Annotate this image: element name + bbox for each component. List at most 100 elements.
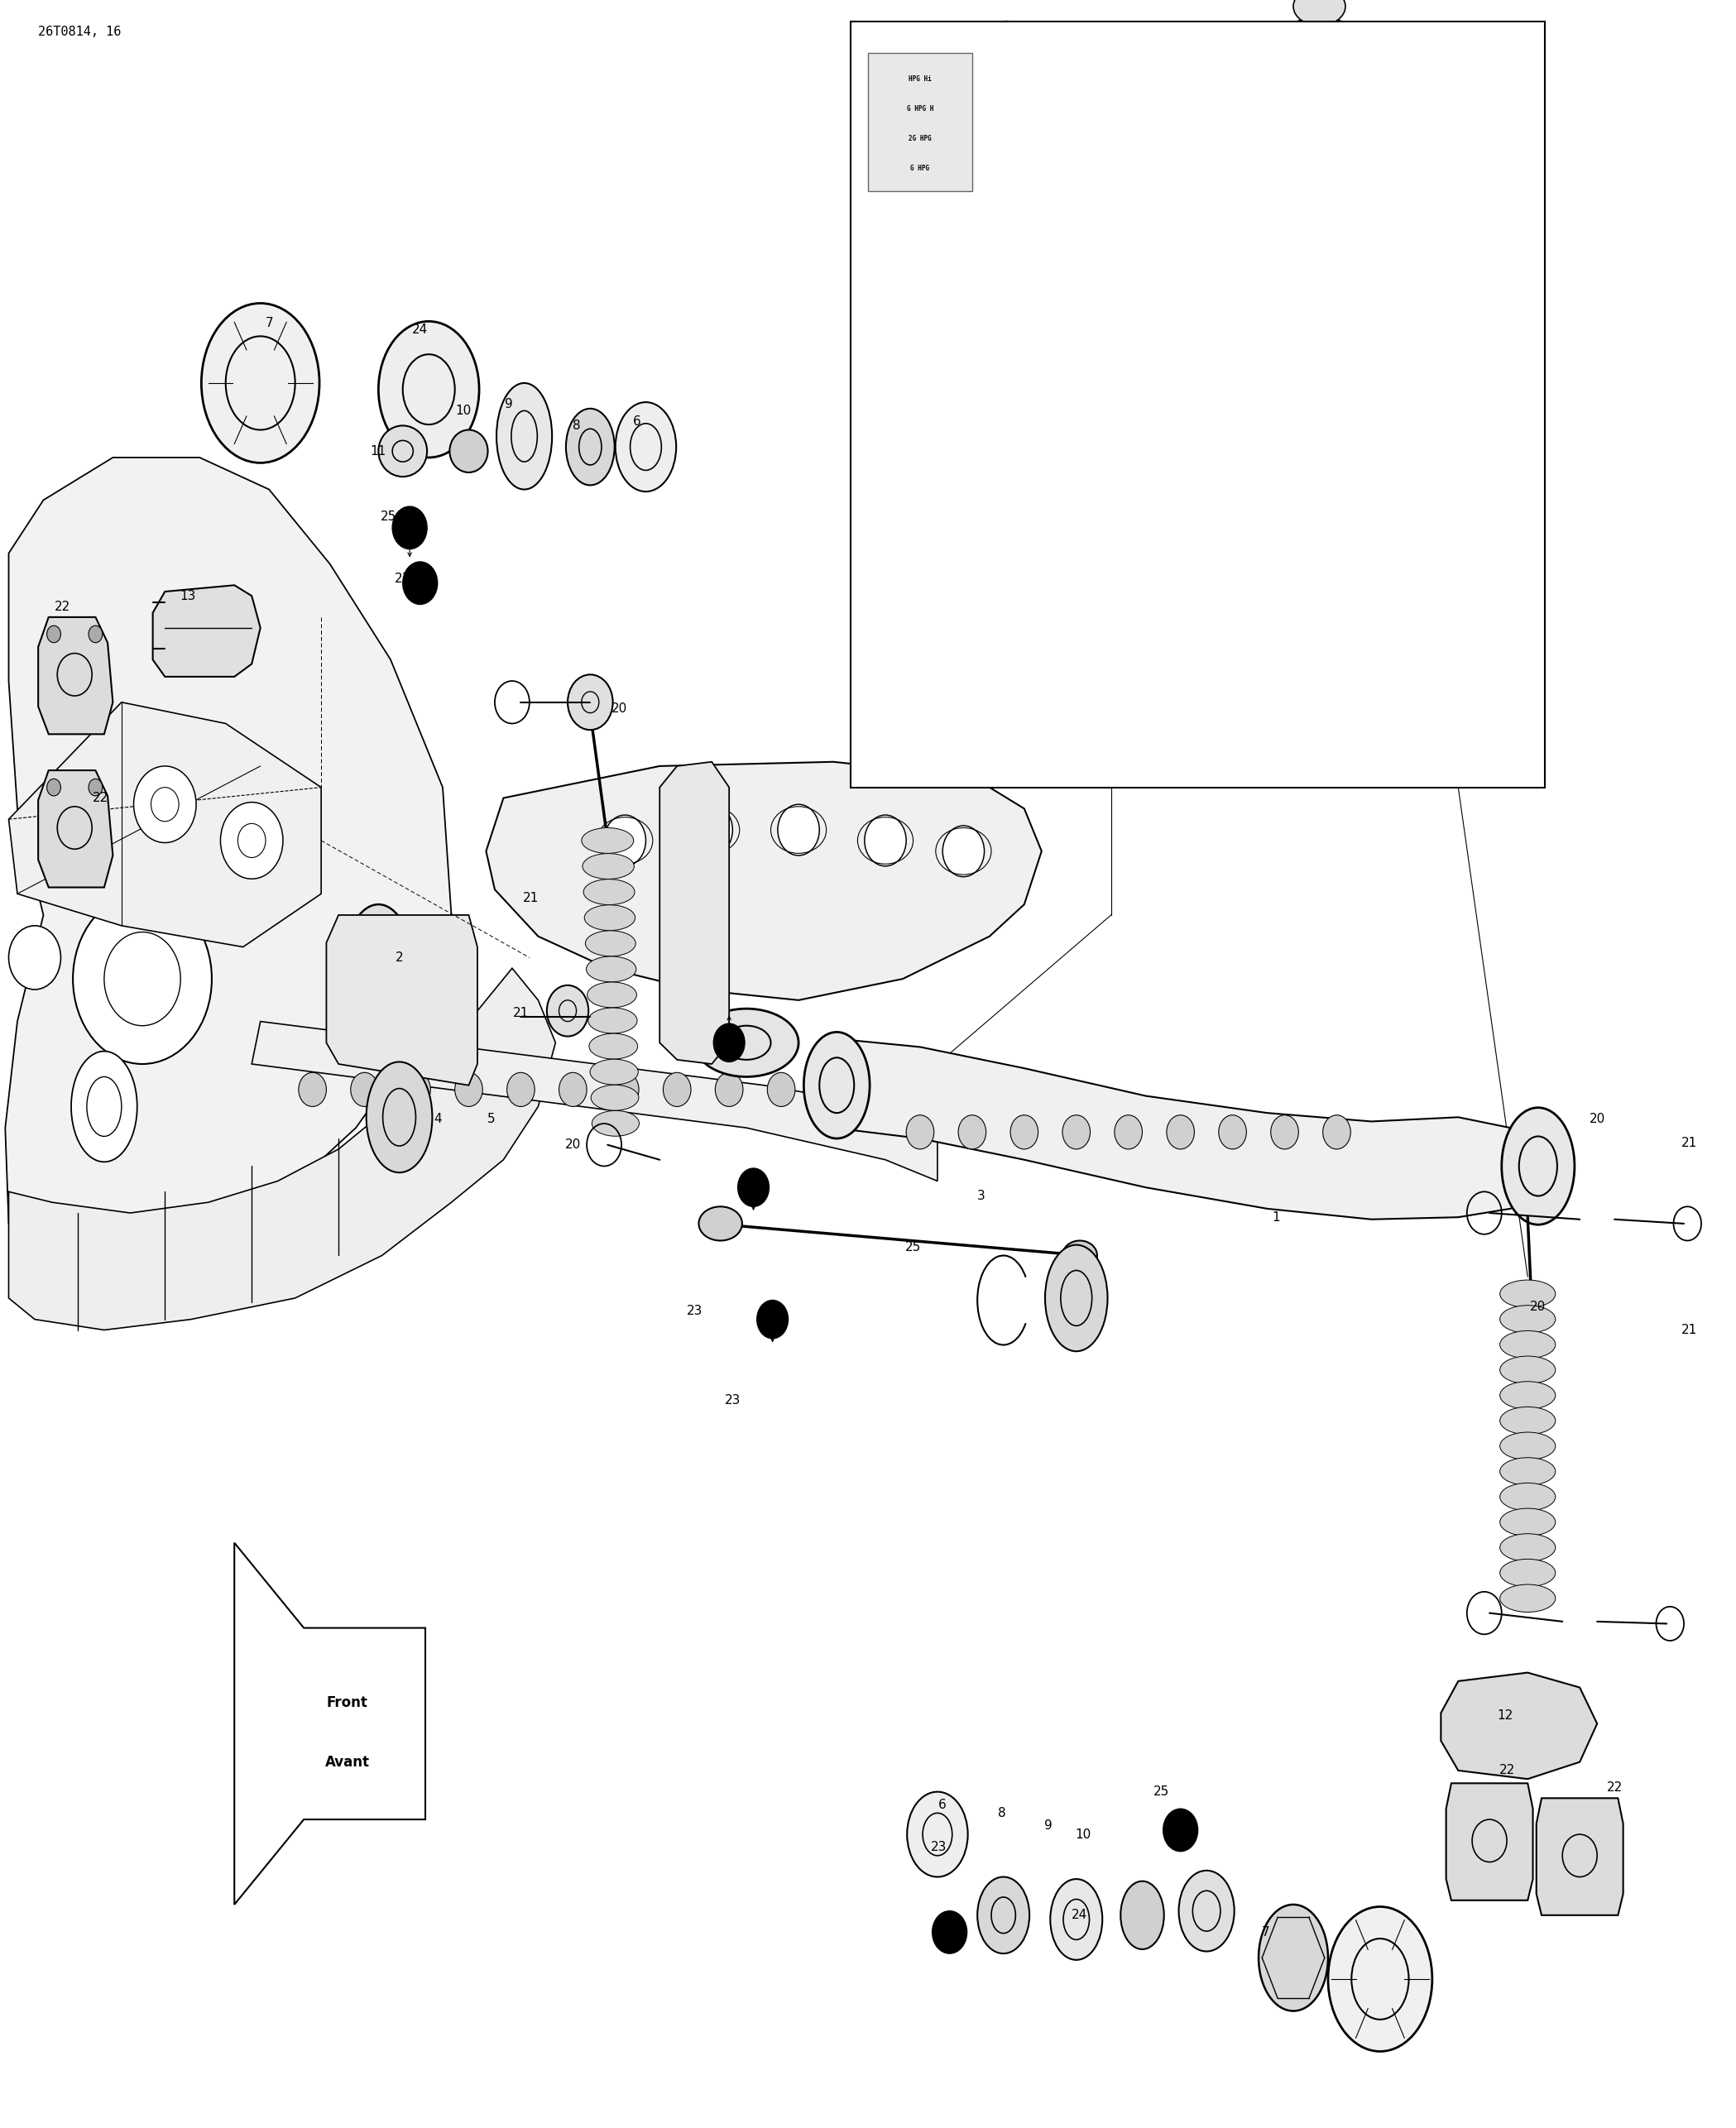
Text: 21: 21: [1680, 1136, 1698, 1149]
Ellipse shape: [1500, 1304, 1555, 1332]
Ellipse shape: [1050, 1879, 1102, 1960]
Ellipse shape: [1179, 1871, 1234, 1951]
Polygon shape: [1446, 1783, 1533, 1900]
Circle shape: [559, 1073, 587, 1107]
Ellipse shape: [1500, 1432, 1555, 1460]
Text: 21: 21: [1680, 1324, 1698, 1336]
Text: 17: 17: [1384, 57, 1401, 70]
Ellipse shape: [1500, 1560, 1555, 1587]
Ellipse shape: [1045, 1245, 1108, 1351]
Circle shape: [932, 1911, 967, 1954]
Polygon shape: [976, 138, 1038, 681]
Text: 24: 24: [1071, 1909, 1088, 1922]
Circle shape: [1010, 1115, 1038, 1149]
Ellipse shape: [977, 1877, 1029, 1954]
Circle shape: [9, 926, 61, 990]
Ellipse shape: [1293, 0, 1345, 26]
Text: HPG Hi: HPG Hi: [908, 74, 932, 83]
Circle shape: [547, 985, 589, 1036]
Polygon shape: [153, 585, 260, 677]
Circle shape: [906, 1115, 934, 1149]
Circle shape: [757, 1300, 788, 1339]
Circle shape: [995, 379, 1019, 409]
Circle shape: [663, 1073, 691, 1107]
Text: 20: 20: [611, 702, 628, 715]
Circle shape: [713, 1024, 745, 1062]
Text: 10: 10: [455, 404, 472, 417]
Text: 23: 23: [394, 572, 411, 585]
Circle shape: [767, 1073, 795, 1107]
Circle shape: [507, 1073, 535, 1107]
Circle shape: [403, 1073, 431, 1107]
Ellipse shape: [1062, 1241, 1097, 1270]
Text: 19: 19: [865, 32, 880, 45]
Circle shape: [1219, 1115, 1246, 1149]
Ellipse shape: [1278, 655, 1361, 709]
Circle shape: [299, 1073, 326, 1107]
Ellipse shape: [587, 955, 635, 981]
Circle shape: [986, 21, 1028, 72]
Ellipse shape: [378, 321, 479, 458]
Polygon shape: [660, 762, 729, 1064]
Circle shape: [983, 689, 1031, 749]
Circle shape: [778, 804, 819, 855]
Text: 8: 8: [998, 1807, 1005, 1819]
Text: 15: 15: [1311, 309, 1328, 321]
Ellipse shape: [590, 1060, 639, 1085]
Polygon shape: [252, 1021, 937, 1181]
Circle shape: [1323, 1115, 1351, 1149]
Text: 16: 16: [1441, 653, 1457, 666]
Circle shape: [116, 781, 179, 858]
Text: 6: 6: [939, 1798, 946, 1811]
Circle shape: [943, 826, 984, 877]
Circle shape: [1163, 1809, 1198, 1851]
Text: 20: 20: [564, 1138, 582, 1151]
Circle shape: [871, 1073, 899, 1107]
Circle shape: [89, 626, 102, 643]
Polygon shape: [234, 1543, 425, 1905]
Text: 5: 5: [488, 1113, 495, 1126]
Ellipse shape: [366, 1062, 432, 1173]
Bar: [868, 53, 972, 192]
Circle shape: [73, 894, 212, 1064]
Text: 23: 23: [686, 1304, 703, 1317]
Text: 22: 22: [54, 600, 71, 613]
Ellipse shape: [615, 402, 677, 492]
Ellipse shape: [589, 1009, 637, 1034]
Ellipse shape: [908, 1792, 969, 1877]
Circle shape: [738, 1168, 769, 1207]
Text: 20: 20: [1588, 1113, 1606, 1126]
Ellipse shape: [587, 983, 637, 1009]
Text: 14: 14: [981, 458, 998, 470]
Ellipse shape: [583, 853, 634, 879]
Ellipse shape: [698, 1207, 743, 1241]
Circle shape: [568, 675, 613, 730]
Circle shape: [351, 1073, 378, 1107]
Ellipse shape: [590, 1085, 639, 1111]
Circle shape: [819, 1073, 847, 1107]
Ellipse shape: [804, 1032, 870, 1138]
Text: 16: 16: [1272, 649, 1290, 662]
Ellipse shape: [450, 430, 488, 472]
Text: 15: 15: [1345, 313, 1361, 326]
Text: 10: 10: [1075, 1828, 1092, 1841]
Circle shape: [38, 781, 101, 858]
Text: 7: 7: [266, 317, 273, 330]
Text: 6: 6: [634, 415, 641, 428]
Bar: [851, 21, 1545, 787]
Ellipse shape: [694, 1009, 799, 1077]
Ellipse shape: [1328, 1907, 1432, 2051]
Ellipse shape: [1121, 1881, 1163, 1949]
Polygon shape: [969, 181, 1045, 245]
Text: 24: 24: [411, 323, 429, 336]
Text: 14: 14: [1259, 32, 1276, 45]
Polygon shape: [326, 915, 477, 1085]
Text: 4: 4: [434, 1113, 441, 1126]
Text: 25: 25: [1153, 1785, 1170, 1798]
Text: 11: 11: [370, 445, 387, 458]
Ellipse shape: [592, 1111, 639, 1136]
Polygon shape: [38, 770, 113, 887]
Circle shape: [220, 802, 283, 879]
Circle shape: [611, 1073, 639, 1107]
Circle shape: [47, 779, 61, 796]
